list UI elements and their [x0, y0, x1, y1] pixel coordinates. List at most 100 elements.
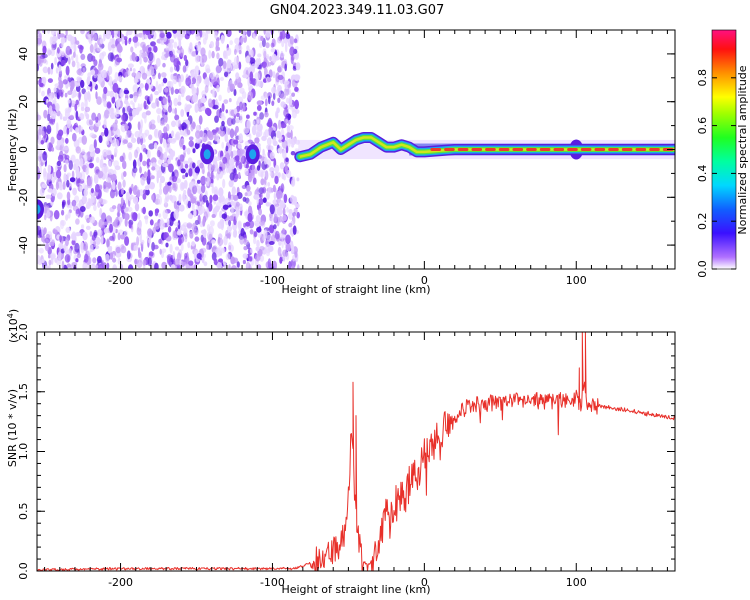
- spectrogram-noise-dot: [291, 177, 295, 187]
- spectrogram-noise-dot: [247, 77, 250, 87]
- spectrogram-noise-dot: [38, 85, 41, 94]
- spectrogram-noise-dot: [229, 83, 235, 92]
- spectrogram-noise-dot: [99, 38, 104, 45]
- spectrogram-noise-dot: [88, 162, 95, 169]
- spectrogram-noise-dot: [233, 108, 238, 115]
- spectrogram-noise-dot: [269, 224, 275, 234]
- spectrogram-noise-dot: [294, 109, 300, 114]
- spectrogram-noise-dot: [256, 165, 261, 171]
- spectrogram-noise-dot: [84, 106, 91, 113]
- spectrogram-noise-dot: [208, 225, 214, 236]
- spectrogram-noise-dot: [144, 82, 149, 91]
- spectrogram-noise-dot: [177, 101, 182, 106]
- spectrogram-noise-dot: [127, 63, 134, 68]
- spectrogram-noise-dot: [249, 229, 254, 235]
- spectrogram-noise-dot: [108, 160, 112, 167]
- spectrogram-noise-dot: [75, 127, 79, 133]
- spectrogram-noise-dot: [252, 79, 256, 87]
- spectrogram-noise-dot: [206, 200, 209, 208]
- spectrogram-noise-dot: [209, 194, 213, 204]
- spectrogram-noise-dot: [148, 51, 154, 62]
- spectrogram-noise-dot: [161, 55, 166, 60]
- spectrogram-noise-dot: [291, 243, 294, 250]
- spectrogram-noise-dot: [48, 105, 53, 116]
- spectrogram-noise-dot: [246, 45, 250, 51]
- spectrogram-noise-dot: [290, 265, 296, 269]
- spectrogram-noise-dot: [217, 237, 224, 246]
- spectrogram-noise-dot: [178, 78, 182, 87]
- spectrogram-noise-dot: [200, 205, 205, 214]
- spectrogram-noise-dot: [170, 138, 177, 144]
- spectrogram-noise-dot: [72, 187, 77, 196]
- spectrogram-noise-dot: [269, 151, 275, 160]
- spectrogram-noise-dot: [296, 211, 301, 219]
- spectrogram-noise-dot: [196, 44, 202, 52]
- spectrogram-noise-dot: [297, 264, 300, 269]
- spectrogram-noise-dot: [271, 86, 277, 94]
- spectrogram-noise-dot: [263, 157, 268, 165]
- spectrogram-noise-dot: [89, 44, 94, 53]
- spectrogram-noise-dot: [99, 158, 104, 169]
- spectrogram-noise-dot: [282, 150, 287, 159]
- spectrogram-noise-dot: [265, 92, 268, 101]
- spectrogram-noise-dot: [231, 186, 236, 196]
- spectrogram-noise-dot: [71, 55, 74, 61]
- spectrogram-noise-dot: [171, 120, 176, 128]
- y-tick-label: -20: [17, 188, 30, 206]
- spectrogram-noise-dot: [139, 65, 145, 75]
- spectrogram-noise-dot: [154, 262, 159, 269]
- spectrogram-noise-dot: [93, 204, 97, 211]
- spectrogram-noise-dot: [63, 164, 67, 173]
- spectrogram-noise-dot: [160, 175, 165, 184]
- spectrogram-noise-dot: [162, 62, 166, 68]
- spectrogram-noise-dot: [89, 216, 96, 224]
- spectrogram-noise-dot: [238, 61, 242, 70]
- spectrogram-noise-dot: [67, 99, 71, 104]
- x-tick-label: 100: [566, 274, 587, 287]
- spectrogram-noise-dot: [75, 209, 80, 215]
- spectrogram-noise-dot: [290, 194, 295, 203]
- spectrogram-noise-dot: [289, 46, 295, 57]
- spectrogram-noise-dot: [174, 88, 180, 95]
- spectrogram-noise-dot: [107, 168, 114, 175]
- spectrogram-noise-dot: [267, 117, 273, 128]
- spectrogram-noise-dot: [47, 113, 51, 122]
- spectrogram-noise-dot: [181, 122, 187, 131]
- spectrogram-noise-dot: [106, 177, 112, 183]
- colorbar-tick-label: 0.8: [696, 69, 709, 87]
- spectrogram-noise-dot: [62, 181, 66, 190]
- spectrogram-noise-dot: [156, 108, 162, 115]
- spectrogram-noise-dot: [64, 254, 71, 263]
- spectrogram-noise-dot: [52, 99, 57, 104]
- spectrogram-noise-dot: [95, 156, 100, 163]
- spectrogram-noise-dot: [225, 145, 229, 152]
- spectrogram-noise-dot: [169, 243, 173, 254]
- spectrogram-noise-dot: [80, 79, 85, 89]
- spectrogram-noise-dot: [257, 57, 261, 65]
- spectrogram-noise-dot: [136, 190, 141, 198]
- spectrogram-noise-dot: [42, 58, 47, 64]
- spectrogram-noise-dot: [173, 41, 178, 49]
- spectrogram-noise-dot: [153, 64, 158, 71]
- spectrogram-noise-dot: [128, 223, 132, 229]
- spectrogram-noise-dot: [37, 225, 42, 236]
- spectrogram-noise-dot: [76, 172, 80, 179]
- spectrogram-noise-dot: [76, 76, 81, 81]
- spectrogram-noise-dot: [226, 117, 233, 127]
- spectrogram-noise-dot: [258, 193, 262, 198]
- spectrogram-noise-dot: [39, 166, 43, 175]
- spectrogram-noise-dot: [155, 57, 161, 67]
- spectrogram-noise-dot: [109, 38, 113, 44]
- spectrogram-noise-dot: [151, 166, 156, 171]
- spectrogram-noise-dot: [122, 107, 126, 115]
- spectrogram-noise-dot: [194, 264, 197, 269]
- spectrogram-noise-dot: [201, 184, 206, 194]
- spectrogram-noise-dot: [105, 187, 109, 194]
- spectrogram-noise-dot: [268, 95, 271, 105]
- spectrogram-noise-dot: [147, 228, 153, 237]
- spectrogram-noise-dot: [42, 45, 47, 55]
- spectrogram-noise-dot: [59, 235, 62, 243]
- spectrogram-noise-dot: [267, 258, 272, 269]
- spectrogram-noise-dot: [64, 92, 68, 98]
- spectrogram-noise-dot: [256, 100, 263, 106]
